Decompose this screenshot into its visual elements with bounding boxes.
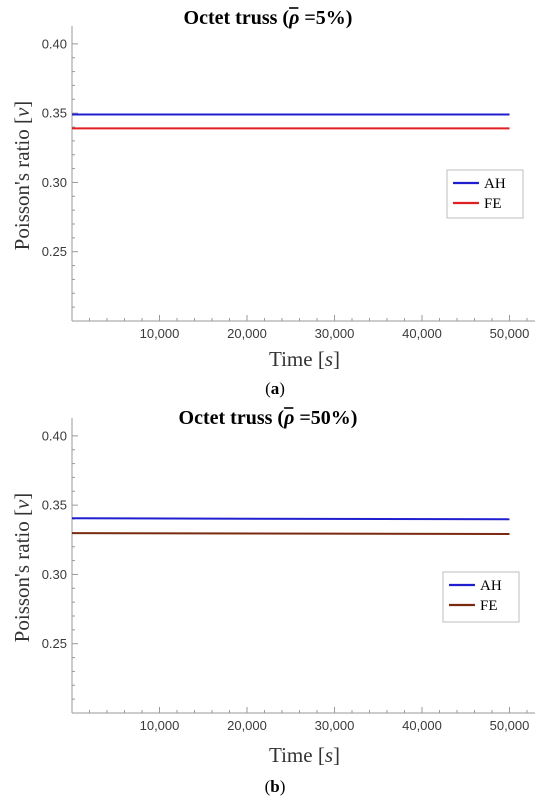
chart-panel-b: Octet truss (ρ =50%) 0.25 0.30 0.35 0.40 10,0…: [10, 407, 535, 796]
panel-caption-letter: b: [270, 777, 279, 796]
y-tick-label: 0.40: [42, 428, 67, 443]
y-tick-label: 0.30: [42, 175, 67, 190]
x-axis-title: Time [s]: [269, 743, 340, 767]
legend-box: [446, 169, 524, 219]
y-tick-label: 0.40: [42, 36, 67, 51]
chart-panel-a: Octet truss (ρ =5%) 0.25 0.30 0.35 0.40 10,00…: [10, 7, 535, 398]
series-line-ah: [71, 517, 510, 521]
chart-title-suffix: =5%): [299, 7, 352, 29]
x-tick-label: 10,000: [140, 718, 180, 733]
y-axis-title-word: Poisson's ratio [: [10, 509, 34, 642]
panel-caption-open: (: [265, 777, 271, 796]
panel-caption: (b): [265, 777, 286, 796]
x-tick-label: 30,000: [315, 718, 355, 733]
y-axis-title: Poisson's ratio [ν]: [10, 101, 34, 251]
x-axis-title-close: ]: [333, 347, 340, 371]
y-axis-title-close: ]: [10, 493, 34, 500]
y-axis-title-var: ν: [10, 107, 34, 117]
legend-label-fe: FE: [480, 598, 498, 614]
y-tick-label: 0.35: [42, 498, 67, 513]
x-tick-label: 20,000: [227, 326, 267, 341]
chart-title: Octet truss (ρ =5%): [184, 7, 353, 29]
x-axis-title: Time [s]: [269, 347, 340, 371]
y-axis-title-close: ]: [10, 101, 34, 108]
x-axis-title-word: Time [: [269, 347, 325, 371]
x-tick-label: 20,000: [227, 718, 267, 733]
legend-label-ah: AH: [480, 578, 502, 594]
series-line-fe: [71, 532, 510, 535]
y-axis-title: Poisson's ratio [ν]: [10, 493, 34, 643]
panel-caption-open: (: [265, 379, 271, 398]
chart-title-symbol: ρ: [288, 7, 299, 29]
chart-title-prefix: Octet truss (: [179, 407, 285, 429]
y-tick-label: 0.25: [42, 636, 67, 651]
x-tick-label: 50,000: [490, 326, 530, 341]
chart-title-suffix: =50%): [294, 407, 357, 429]
x-axis-title-var: s: [325, 743, 333, 767]
legend-label-ah: AH: [484, 176, 506, 192]
y-axis-title-word: Poisson's ratio [: [10, 117, 34, 250]
panel-caption: (a): [265, 379, 285, 398]
x-axis-title-word: Time [: [269, 743, 325, 767]
x-tick-label: 40,000: [402, 718, 442, 733]
y-tick-label: 0.30: [42, 567, 67, 582]
chart-title: Octet truss (ρ =50%): [179, 407, 358, 429]
chart-title-symbol: ρ: [283, 407, 294, 429]
legend-label-fe: FE: [484, 196, 502, 212]
panel-caption-close: ): [279, 379, 285, 398]
x-axis-title-close: ]: [333, 743, 340, 767]
panel-caption-close: ): [280, 777, 286, 796]
x-tick-label: 30,000: [315, 326, 355, 341]
y-axis-title-var: ν: [10, 499, 34, 509]
x-tick-label: 10,000: [140, 326, 180, 341]
x-tick-label: 40,000: [402, 326, 442, 341]
x-tick-label: 50,000: [490, 718, 530, 733]
legend-box: [442, 571, 520, 623]
y-tick-label: 0.25: [42, 244, 67, 259]
x-axis-title-var: s: [325, 347, 333, 371]
y-tick-label: 0.35: [42, 106, 67, 121]
panel-caption-letter: a: [271, 379, 280, 398]
chart-title-prefix: Octet truss (: [184, 7, 290, 29]
